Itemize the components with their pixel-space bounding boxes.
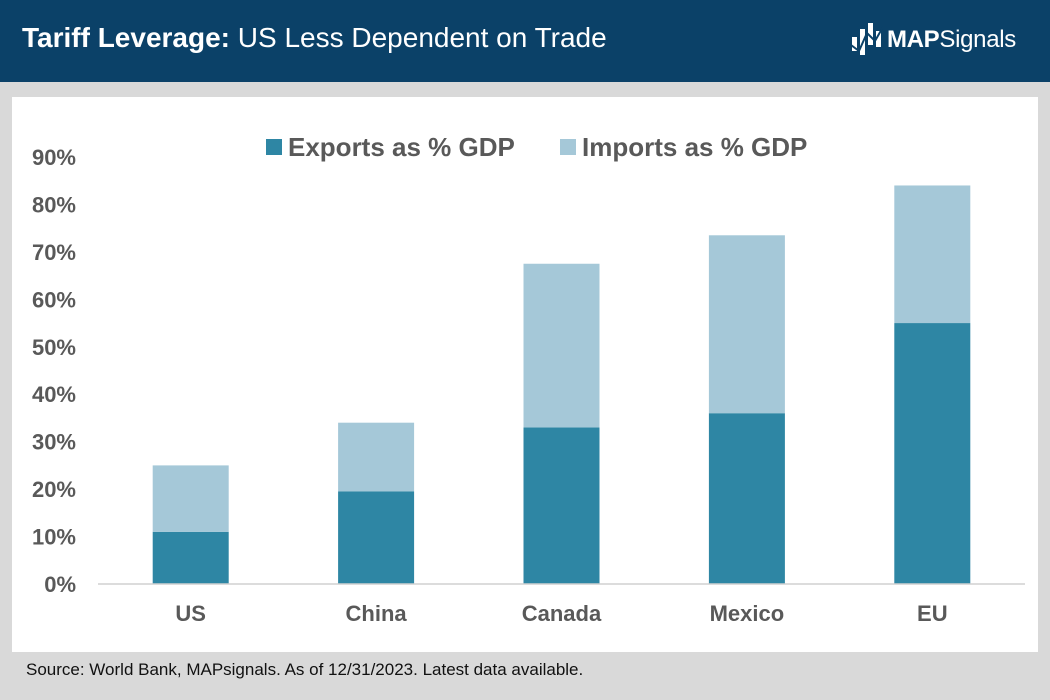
y-tick-label: 60% [32, 287, 76, 312]
header-bar: Tariff Leverage: US Less Dependent on Tr… [0, 0, 1050, 82]
legend-swatch-exports [266, 139, 282, 155]
page-title: Tariff Leverage: US Less Dependent on Tr… [22, 22, 607, 54]
exports-bar [708, 413, 785, 584]
imports-bar [338, 422, 415, 492]
bar-signal-icon [850, 23, 883, 55]
brand-logo-text: MAPSignals [887, 26, 1016, 54]
imports-bar [708, 235, 785, 414]
x-tick-label: China [346, 601, 408, 626]
imports-bar [523, 263, 600, 428]
imports-bar [894, 185, 971, 324]
y-tick-label: 10% [32, 525, 76, 550]
stacked-bar-chart: 0% 10% 20% 30% 40% 50% 60% 70% 80% 90% US China Cana… [32, 132, 1025, 626]
y-tick-label: 50% [32, 335, 76, 360]
x-tick-label: EU [917, 601, 948, 626]
y-tick-label: 20% [32, 477, 76, 502]
exports-bar [894, 323, 971, 584]
brand-logo-text-rest: Signals [939, 26, 1016, 53]
chart-panel: 0% 10% 20% 30% 40% 50% 60% 70% 80% 90% US China Cana… [12, 97, 1038, 652]
x-tick-label: Canada [522, 601, 602, 626]
exports-bar [338, 491, 415, 584]
y-tick-label: 0% [44, 572, 76, 597]
legend-label-exports: Exports as % GDP [288, 132, 515, 162]
y-tick-label: 30% [32, 430, 76, 455]
legend-swatch-imports [560, 139, 576, 155]
imports-bar [152, 465, 229, 532]
exports-bar [152, 531, 229, 584]
source-note: Source: World Bank, MAPsignals. As of 12… [26, 660, 584, 679]
y-tick-label: 40% [32, 382, 76, 407]
y-tick-label: 80% [32, 192, 76, 217]
brand-logo-text-bold: MAP [886, 26, 940, 53]
y-tick-label: 70% [32, 240, 76, 265]
page-title-bold: Tariff Leverage: [22, 22, 230, 53]
page-title-rest: US Less Dependent on Trade [230, 22, 607, 53]
y-tick-label: 90% [32, 145, 76, 170]
x-tick-label: Mexico [710, 601, 785, 626]
brand-logo: MAPSignals [850, 20, 1016, 60]
legend-label-imports: Imports as % GDP [582, 132, 807, 162]
exports-bar [523, 427, 600, 584]
x-tick-label: US [175, 601, 206, 626]
